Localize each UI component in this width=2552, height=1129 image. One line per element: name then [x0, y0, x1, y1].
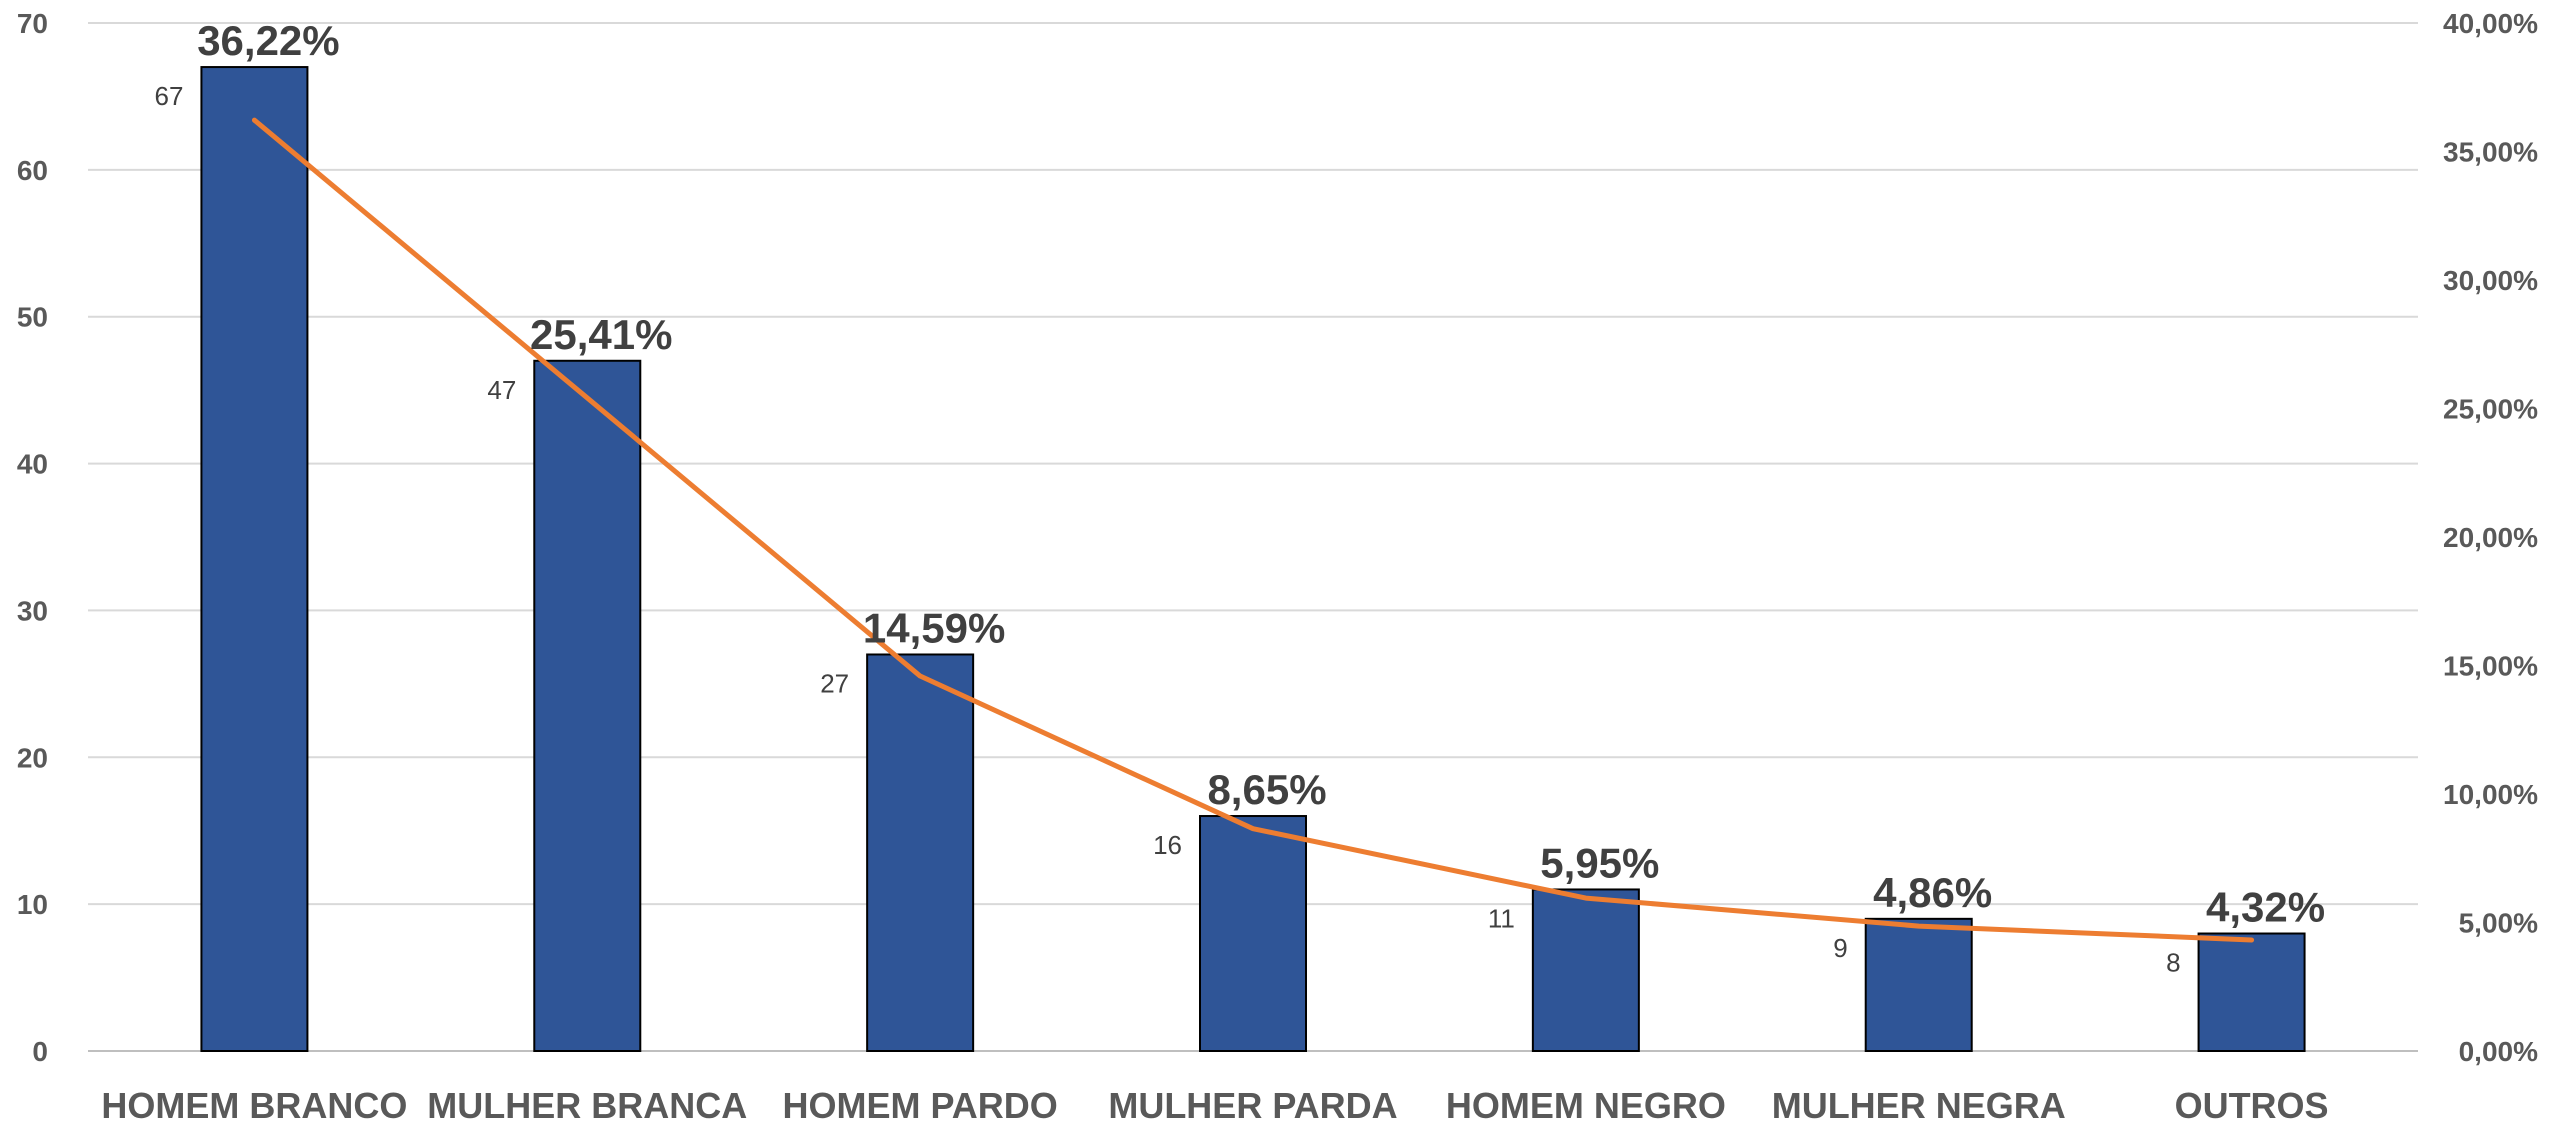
- y-left-tick-label: 70: [17, 8, 48, 39]
- bar-value-label: 47: [487, 375, 516, 405]
- bar-value-label: 9: [1833, 933, 1847, 963]
- bar: [2199, 934, 2305, 1051]
- category-label: MULHER PARDA: [1108, 1085, 1397, 1124]
- bar: [1866, 919, 1972, 1051]
- y-right-tick-label: 25,00%: [2443, 394, 2538, 425]
- percentage-label: 36,22%: [197, 17, 339, 64]
- bar-value-label: 16: [1153, 830, 1182, 860]
- percentage-label: 8,65%: [1207, 766, 1326, 813]
- percentage-label: 5,95%: [1540, 839, 1659, 886]
- y-left-tick-label: 0: [32, 1036, 48, 1067]
- percentage-label: 4,86%: [1873, 869, 1992, 916]
- y-axis-left: 0 10 20 30 40 50 60 70: [17, 8, 48, 1067]
- bar: [201, 67, 307, 1051]
- y-left-tick-label: 40: [17, 449, 48, 480]
- percentage-label: 14,59%: [863, 604, 1005, 651]
- y-left-tick-label: 20: [17, 742, 48, 773]
- category-label: MULHER NEGRA: [1772, 1085, 2066, 1124]
- bar-value-label: 11: [1488, 903, 1515, 933]
- category-label: HOMEM BRANCO: [101, 1085, 407, 1124]
- category-label: MULHER BRANCA: [427, 1085, 747, 1124]
- y-right-tick-label: 5,00%: [2459, 908, 2538, 939]
- y-right-tick-label: 20,00%: [2443, 522, 2538, 553]
- y-right-tick-label: 35,00%: [2443, 137, 2538, 168]
- percentage-label: 25,41%: [530, 311, 672, 358]
- y-left-tick-label: 50: [17, 302, 48, 333]
- category-label: HOMEM PARDO: [782, 1085, 1057, 1124]
- bar: [1200, 816, 1306, 1051]
- category-label: HOMEM NEGRO: [1446, 1085, 1726, 1124]
- bar-value-label: 8: [2166, 948, 2180, 978]
- bar-value-label: 67: [155, 81, 184, 111]
- y-left-tick-label: 10: [17, 889, 48, 920]
- y-right-tick-label: 15,00%: [2443, 651, 2538, 682]
- y-right-tick-label: 10,00%: [2443, 779, 2538, 810]
- y-axis-right: 0,00% 5,00% 10,00% 15,00% 20,00% 25,00% 30,00%…: [2443, 8, 2538, 1067]
- bar: [867, 654, 973, 1051]
- y-left-tick-label: 60: [17, 155, 48, 186]
- x-axis-categories: HOMEM BRANCO MULHER BRANCA HOMEM PARDO MULH…: [101, 1085, 2328, 1124]
- y-right-tick-label: 40,00%: [2443, 8, 2538, 39]
- category-label: OUTROS: [2175, 1085, 2329, 1124]
- percentage-label: 4,32%: [2206, 884, 2325, 931]
- bar-value-label: 27: [820, 668, 849, 698]
- y-right-tick-label: 0,00%: [2459, 1036, 2538, 1067]
- y-right-tick-label: 30,00%: [2443, 265, 2538, 296]
- y-left-tick-label: 30: [17, 595, 48, 626]
- bar: [534, 361, 640, 1051]
- bar: [1533, 889, 1639, 1051]
